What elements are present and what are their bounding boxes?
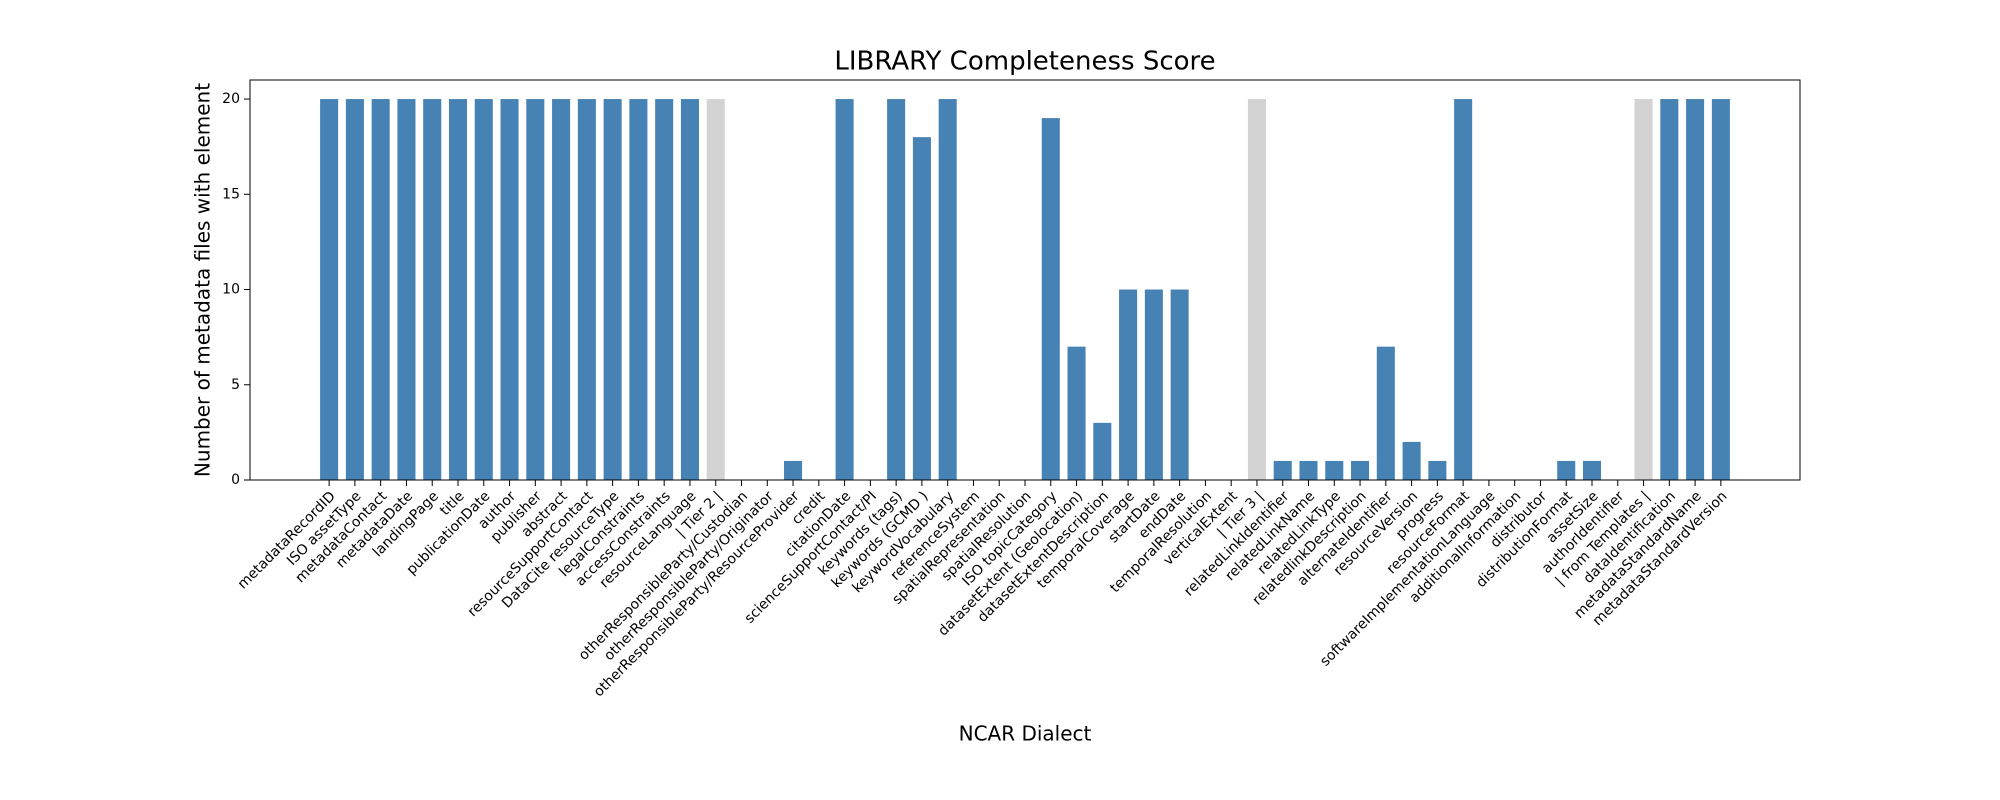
bar	[680, 99, 699, 481]
bar	[1351, 460, 1370, 480]
bar	[1660, 99, 1679, 481]
y-tick-label: 10	[222, 282, 240, 298]
bar	[526, 99, 545, 481]
bar	[1093, 422, 1112, 480]
bar	[1557, 460, 1576, 480]
bar	[784, 460, 803, 480]
bar	[1582, 460, 1602, 480]
bar	[1144, 289, 1163, 480]
bar	[1170, 289, 1189, 480]
bar	[1041, 118, 1060, 480]
plot-frame	[249, 79, 1801, 481]
bar	[1376, 346, 1395, 480]
bar	[1711, 99, 1730, 481]
bar	[1428, 460, 1447, 480]
bar	[1067, 346, 1086, 480]
bar	[320, 99, 339, 481]
bar	[1247, 99, 1266, 481]
y-tick-label: 0	[231, 472, 240, 488]
bar	[448, 99, 468, 481]
bar	[603, 99, 622, 481]
bar	[835, 99, 854, 481]
bar	[577, 99, 596, 481]
bar	[1686, 99, 1705, 481]
bar	[1325, 460, 1344, 480]
y-tick-label: 20	[222, 91, 240, 107]
bar	[552, 99, 571, 481]
y-tick-label: 15	[222, 186, 240, 202]
bar	[500, 99, 519, 481]
bar	[397, 99, 416, 481]
y-tick-label: 5	[231, 377, 240, 393]
bar	[706, 99, 725, 481]
bar	[655, 99, 674, 481]
bar	[912, 137, 931, 480]
bar	[1273, 460, 1292, 480]
x-axis-label: NCAR Dialect	[959, 722, 1092, 746]
bar	[423, 99, 442, 481]
bar	[1119, 289, 1138, 480]
bar	[629, 99, 648, 481]
bar	[1299, 460, 1318, 480]
chart-title: LIBRARY Completeness Score	[834, 47, 1215, 77]
bar	[887, 99, 906, 481]
bar	[1402, 441, 1421, 480]
bar	[371, 99, 390, 481]
bar	[345, 99, 364, 481]
bar	[1454, 99, 1473, 481]
y-axis-label: Number of metadata files with element	[191, 83, 215, 477]
bar	[474, 99, 493, 481]
bar	[1634, 99, 1653, 481]
bar	[938, 99, 957, 481]
